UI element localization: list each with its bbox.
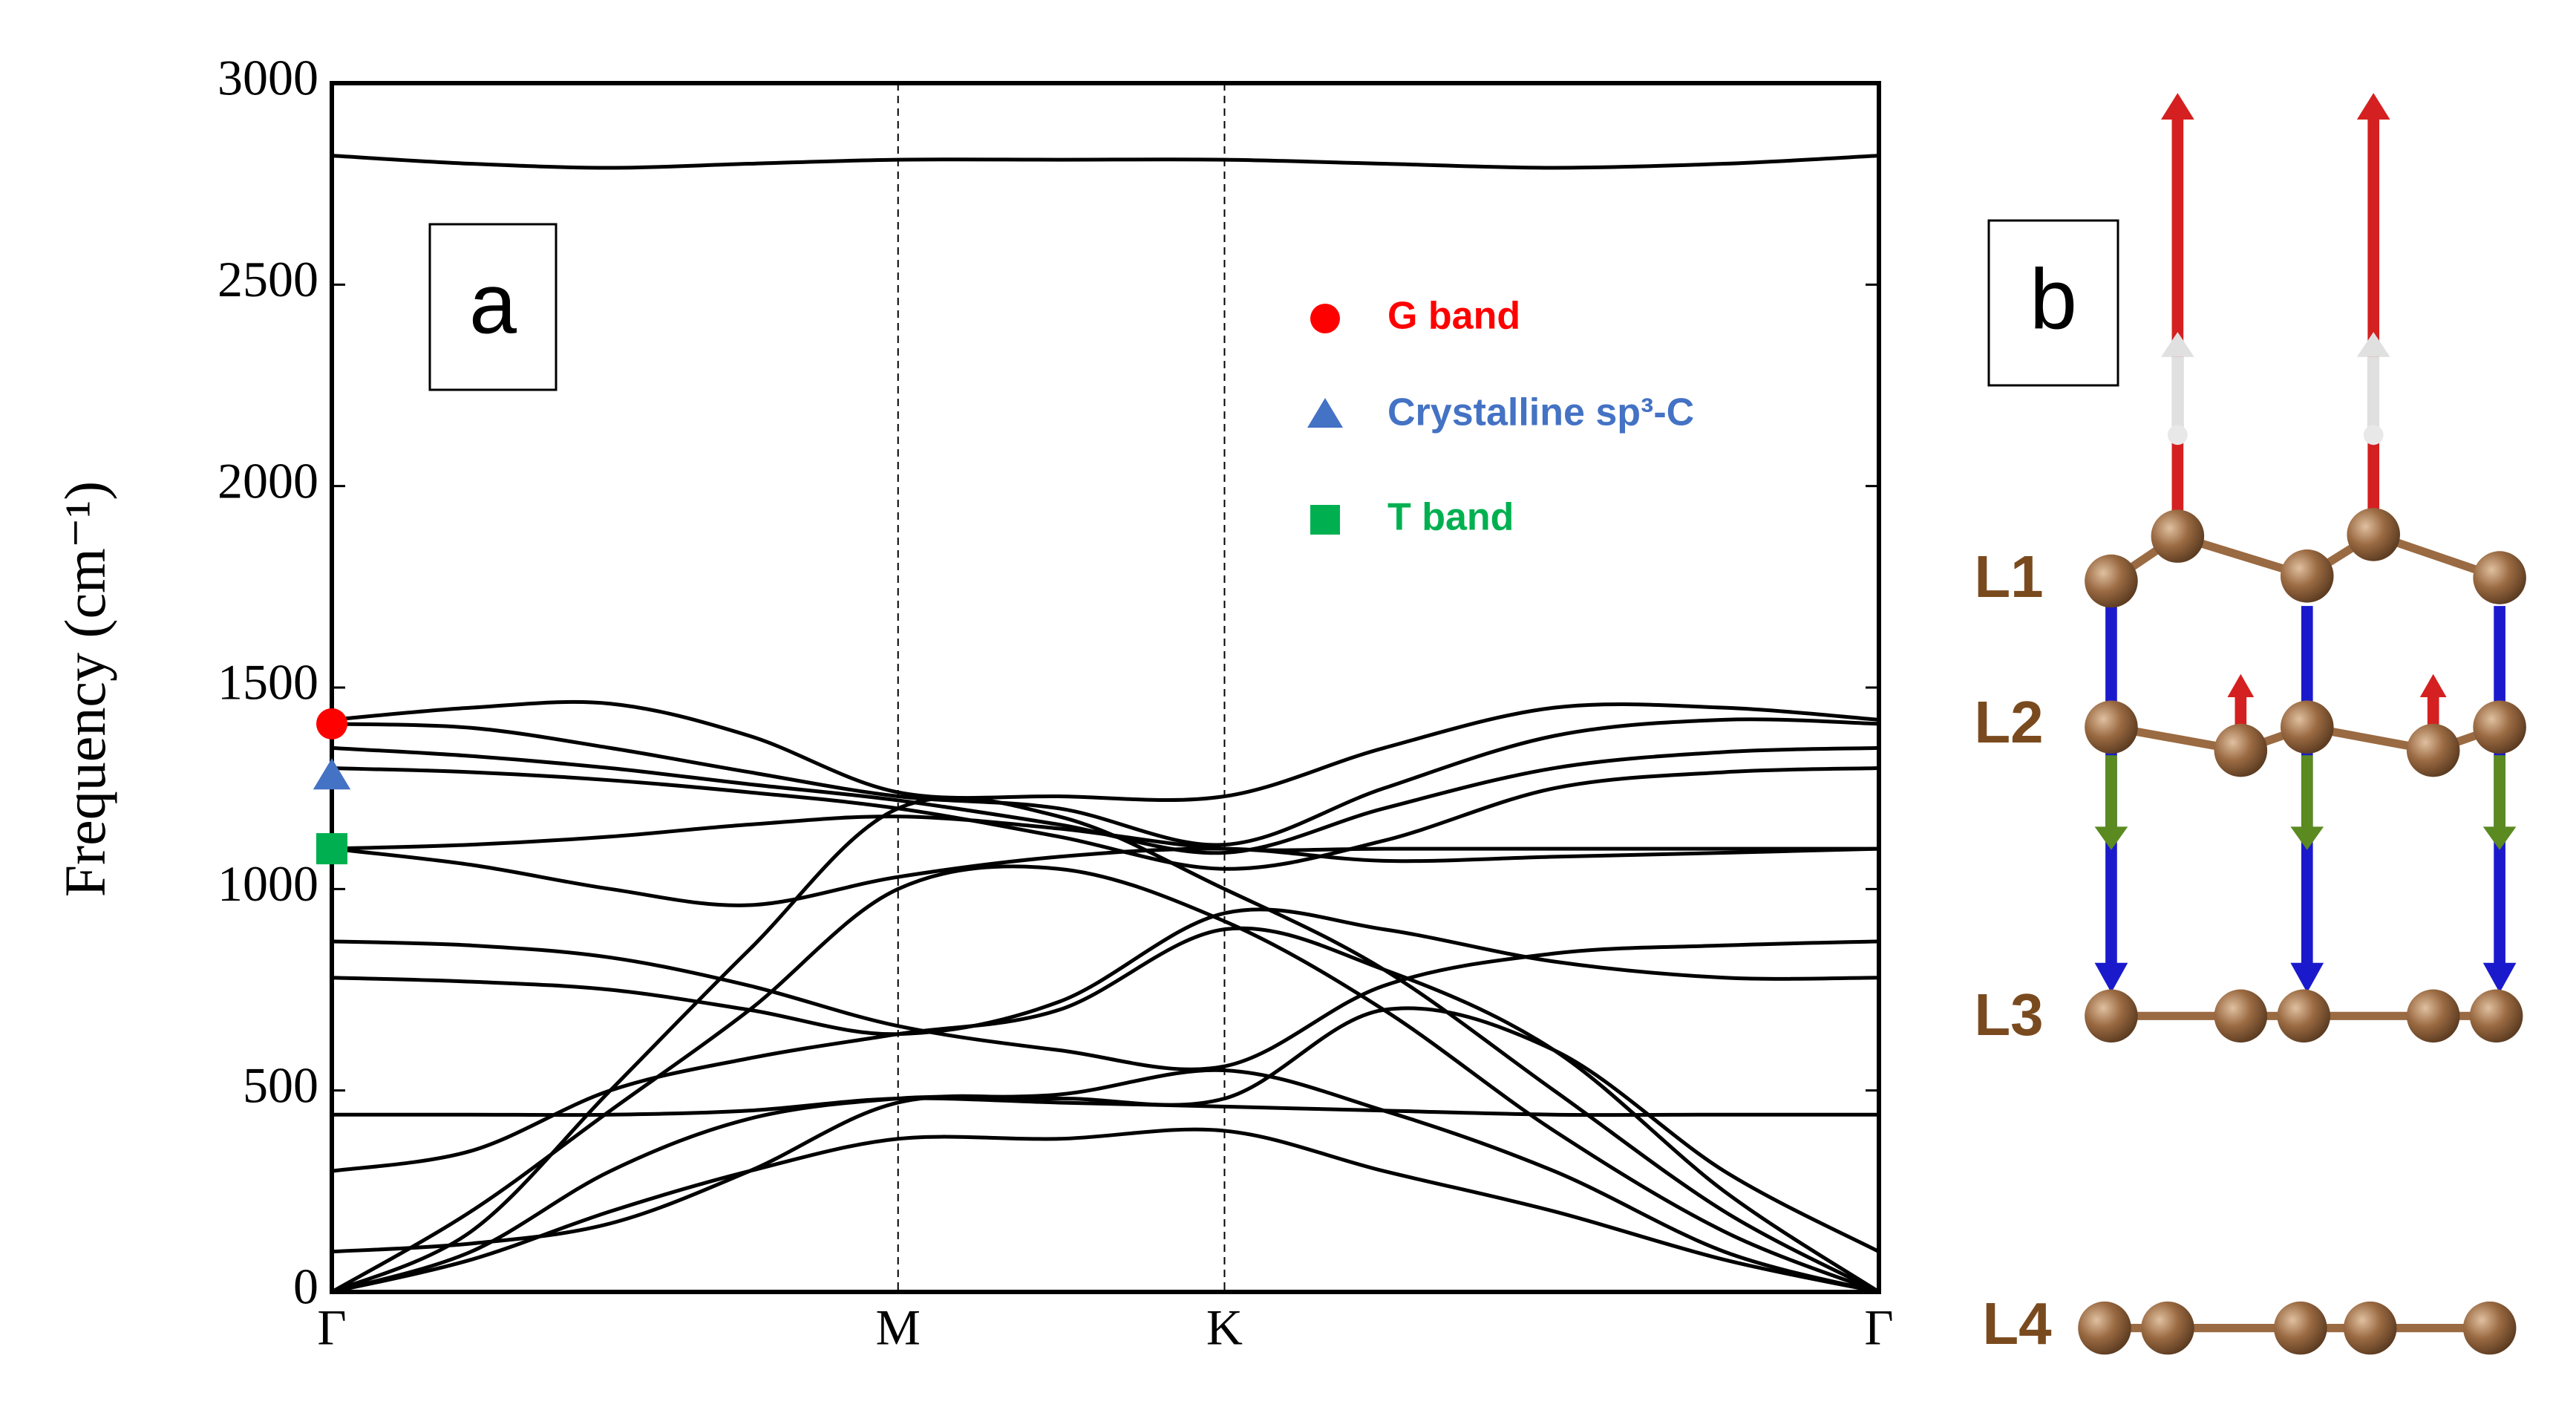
atomic-structure <box>2078 93 2526 1355</box>
x-tick-label: Γ <box>317 1299 346 1356</box>
band-line <box>331 717 1880 847</box>
marker <box>316 708 347 740</box>
band-line <box>331 846 1880 907</box>
band-plot: 0 500 1000 1500 2000 2500 3000 Γ M K Γ G band Crysta… <box>218 50 1894 1356</box>
marker <box>313 758 351 790</box>
x-tick-label: Γ <box>1864 1299 1893 1356</box>
x-tick-label: K <box>1206 1299 1243 1356</box>
band-line <box>331 815 1879 852</box>
band-line <box>331 926 1880 1294</box>
marker <box>316 833 347 865</box>
band-line <box>331 766 1880 871</box>
band-line <box>331 939 1880 1071</box>
x-tick-label: M <box>876 1299 921 1356</box>
band-line <box>331 745 1880 855</box>
band-line <box>331 699 1880 803</box>
y-tick-label: 2000 <box>218 452 318 509</box>
band-line <box>331 1006 1880 1254</box>
y-tick-label: 500 <box>243 1057 318 1113</box>
layer-label: L4 <box>1982 1290 2052 1357</box>
panel-label-box <box>428 223 558 391</box>
layer-label: L1 <box>1974 544 2043 610</box>
band-line <box>331 1127 1880 1294</box>
band-line <box>330 864 1880 1294</box>
y-tick-label: 1000 <box>218 855 318 912</box>
plot-frame <box>330 81 1881 1294</box>
band-line <box>331 154 1880 170</box>
legend-icon <box>1307 398 1343 428</box>
y-tick-label: 3000 <box>218 50 318 106</box>
legend-label: T band <box>1387 496 1514 539</box>
panel-label: b <box>2030 252 2077 347</box>
displacement-arrows <box>2094 93 2517 993</box>
layer-label: L3 <box>1974 982 2043 1048</box>
legend-label: Crystalline sp³-C <box>1387 391 1694 434</box>
y-tick-label: 2500 <box>218 251 318 307</box>
layer-label: L2 <box>1974 689 2043 755</box>
y-tick-label: 0 <box>293 1259 318 1315</box>
band-line <box>331 907 1880 1037</box>
legend-label: G band <box>1387 295 1520 338</box>
y-tick-label: 1500 <box>218 654 318 711</box>
band-line <box>332 1096 1879 1117</box>
atoms <box>2078 508 2526 1355</box>
band-line <box>331 795 1880 1294</box>
legend-icon <box>1310 304 1340 333</box>
band-line <box>331 1068 1880 1294</box>
legend-icon <box>1310 505 1340 535</box>
y-axis-label: Frequency (cm⁻¹) <box>53 481 117 898</box>
panel-label-box <box>1987 219 2119 387</box>
panel-label: a <box>469 256 517 351</box>
